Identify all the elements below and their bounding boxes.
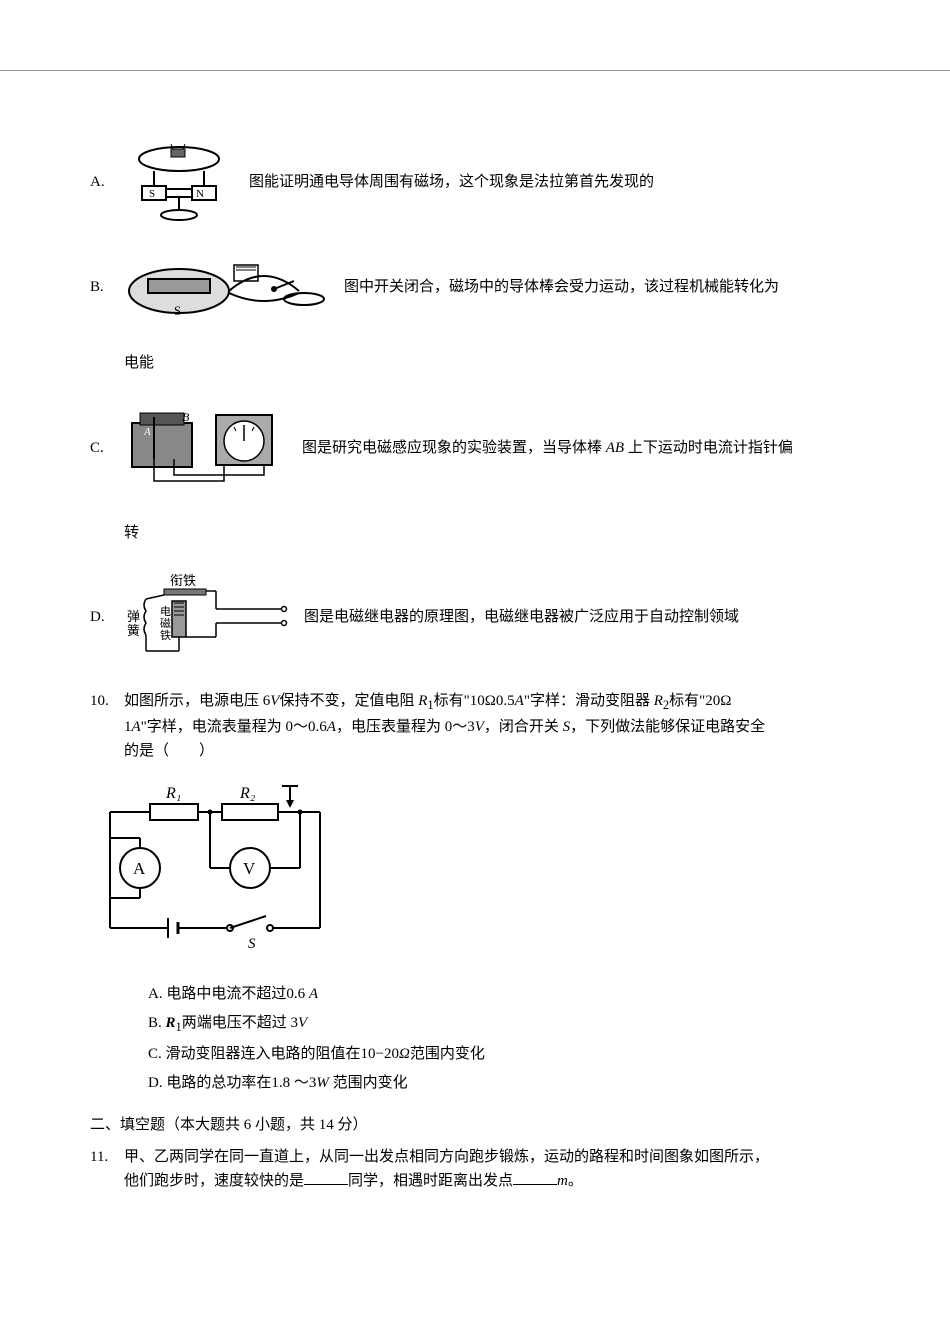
option-c-var: AB xyxy=(606,440,624,456)
option-a-image: S N xyxy=(124,141,239,223)
q10-choice-c: C. 滑动变阻器连入电路的阻值在10−20Ω范围内变化 xyxy=(148,1042,860,1066)
svg-text:S: S xyxy=(248,936,256,952)
option-d-text: 图是电磁继电器的原理图，电磁继电器被广泛应用于自动控制领域 xyxy=(304,605,860,629)
option-a-label: A. xyxy=(90,170,124,194)
option-c-continuation: 转 xyxy=(124,521,860,545)
svg-text:电: 电 xyxy=(160,605,171,618)
option-d-image: 衔铁 弹 簧 电 磁 铁 xyxy=(124,573,294,661)
q10-choice-a: A. 电路中电流不超过0.6 A xyxy=(148,982,860,1006)
blank-2 xyxy=(513,1184,557,1185)
svg-text:铁: 铁 xyxy=(160,629,171,642)
svg-text:R₂: R₂ xyxy=(239,785,256,802)
option-b-image: S xyxy=(124,251,334,323)
q10-body: 如图所示，电源电压 6V保持不变，定值电阻 R1标有"10Ω0.5A"字样：滑动… xyxy=(124,689,860,763)
option-c-image: B A xyxy=(124,403,292,493)
page-content: A. S N 图能证明通电导体周围有磁场，这个现象是法拉第首先发现的 B. xyxy=(0,70,950,1251)
svg-text:V: V xyxy=(243,859,256,878)
option-d-label: D. xyxy=(90,605,124,629)
option-c: C. B A 图是研究电磁感应现象的实验装置，当导体棒 AB 上下运动时电流计指… xyxy=(90,403,860,493)
svg-text:A: A xyxy=(133,859,146,878)
svg-text:A: A xyxy=(143,426,151,438)
svg-text:R₁: R₁ xyxy=(165,785,181,802)
svg-text:N: N xyxy=(196,188,204,200)
q10-choice-d: D. 电路的总功率在1.8 ～3W 范围内变化 xyxy=(148,1071,860,1095)
svg-text:S: S xyxy=(149,188,155,200)
option-b-text: 图中开关闭合，磁场中的导体棒会受力运动，该过程机械能转化为 xyxy=(344,275,860,299)
section-2-header: 二、填空题（本大题共 6 小题，共 14 分） xyxy=(90,1113,860,1137)
blank-1 xyxy=(304,1184,348,1185)
svg-text:S: S xyxy=(174,303,181,318)
option-c-text-suffix: 上下运动时电流计指针偏 xyxy=(624,440,793,456)
option-b: B. S 图中开关闭合，磁场中的导体棒会受力运动，该过程机械能转化为 xyxy=(90,251,860,323)
q10-circuit-diagram: R₁ R₂ A xyxy=(90,778,860,958)
option-b-label: B. xyxy=(90,275,124,299)
option-a-text: 图能证明通电导体周围有磁场，这个现象是法拉第首先发现的 xyxy=(249,170,860,194)
q11-body: 甲、乙两同学在同一直道上，从同一出发点相同方向跑步锻炼，运动的路程和时间图象如图… xyxy=(124,1145,860,1193)
q10-choices: A. 电路中电流不超过0.6 A B. R1两端电压不超过 3V C. 滑动变阻… xyxy=(148,982,860,1095)
option-c-label: C. xyxy=(90,436,124,460)
svg-text:衔铁: 衔铁 xyxy=(170,573,196,588)
option-d: D. 衔铁 弹 簧 电 磁 铁 xyxy=(90,573,860,661)
question-11: 11. 甲、乙两同学在同一直道上，从同一出发点相同方向跑步锻炼，运动的路程和时间… xyxy=(90,1145,860,1193)
q10-choice-b: B. R1两端电压不超过 3V xyxy=(148,1011,860,1037)
svg-text:B: B xyxy=(182,410,190,424)
svg-text:磁: 磁 xyxy=(160,617,171,630)
option-a: A. S N 图能证明通电导体周围有磁场，这个现象是法拉第首先发现的 xyxy=(90,141,860,223)
svg-text:簧: 簧 xyxy=(127,623,140,638)
option-b-continuation: 电能 xyxy=(124,351,860,375)
q11-number: 11. xyxy=(90,1145,124,1169)
option-c-text-prefix: 图是研究电磁感应现象的实验装置，当导体棒 xyxy=(302,440,606,456)
option-c-text: 图是研究电磁感应现象的实验装置，当导体棒 AB 上下运动时电流计指针偏 xyxy=(302,436,860,460)
question-10: 10. 如图所示，电源电压 6V保持不变，定值电阻 R1标有"10Ω0.5A"字… xyxy=(90,689,860,1095)
q10-number: 10. xyxy=(90,689,124,713)
svg-text:弹: 弹 xyxy=(127,609,140,624)
